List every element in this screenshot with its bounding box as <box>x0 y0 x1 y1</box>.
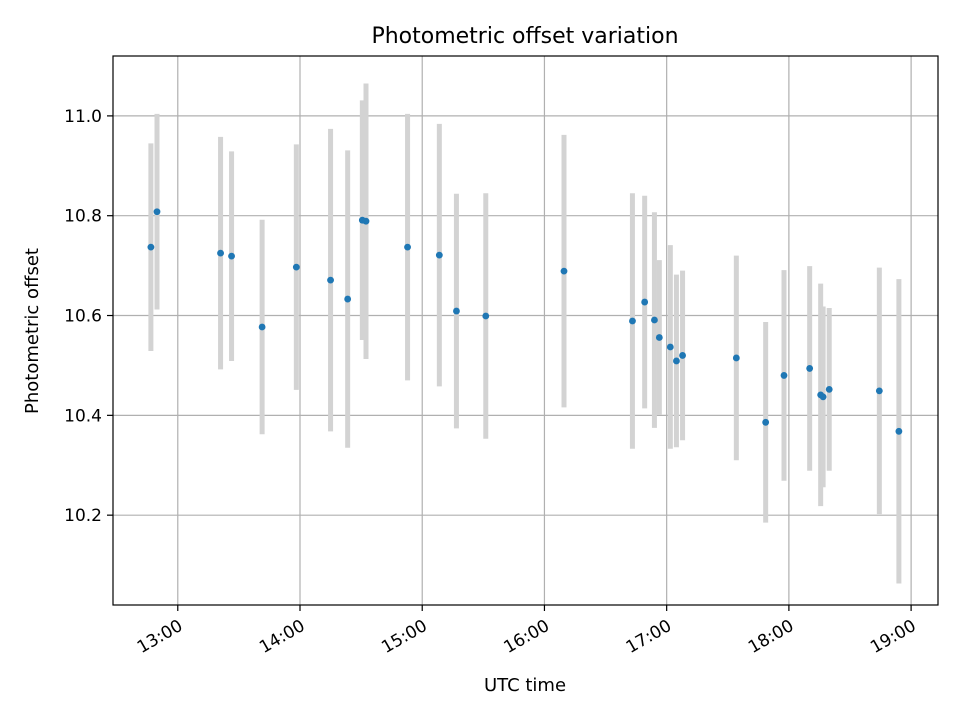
x-tick-label: 15:00 <box>378 616 430 658</box>
data-point <box>147 243 155 251</box>
data-point <box>153 208 161 216</box>
y-tick-label: 10.6 <box>64 307 102 327</box>
point-layer <box>147 208 903 435</box>
y-tick-label: 10.8 <box>64 207 102 227</box>
data-point <box>217 249 224 257</box>
data-point <box>482 312 490 320</box>
y-tick-label: 10.4 <box>64 406 102 426</box>
y-tick-label: 11.0 <box>64 107 102 127</box>
data-point <box>806 365 814 372</box>
data-point <box>453 307 460 315</box>
x-axis-label: UTC time <box>484 675 566 696</box>
y-tick-label: 10.2 <box>64 506 102 526</box>
tick-layer: 13:00 14:00 15:00 16:00 17:00 18:00 19:00 10.2 1… <box>64 107 919 658</box>
data-point <box>344 295 352 303</box>
data-point <box>651 316 658 324</box>
x-tick-label: 19:00 <box>867 616 919 658</box>
plot-frame <box>112 55 939 606</box>
x-tick-label: 14:00 <box>256 616 308 658</box>
data-point <box>629 317 636 325</box>
data-point <box>560 267 568 275</box>
data-point <box>435 251 443 259</box>
data-point <box>641 298 649 306</box>
data-point <box>655 334 663 341</box>
data-point <box>362 217 370 225</box>
data-point <box>732 354 740 362</box>
data-point <box>819 393 827 401</box>
data-point <box>780 372 788 379</box>
data-point <box>292 263 300 271</box>
data-point <box>875 387 883 395</box>
data-point <box>825 385 833 393</box>
chart-title: Photometric offset variation <box>371 24 678 49</box>
data-point <box>762 418 770 426</box>
y-axis-label: Photometric offset <box>22 248 43 414</box>
data-point <box>228 252 235 260</box>
x-tick-label: 16:00 <box>501 616 553 658</box>
grid-layer <box>113 56 938 605</box>
data-point <box>327 276 334 284</box>
x-tick-label: 18:00 <box>745 616 797 658</box>
data-point <box>258 323 266 331</box>
data-point <box>666 343 674 351</box>
data-point <box>404 243 411 251</box>
x-tick-label: 13:00 <box>134 616 186 658</box>
data-point <box>679 352 686 359</box>
x-tick-label: 17:00 <box>623 616 675 658</box>
data-point <box>895 427 903 435</box>
data-point <box>673 357 680 365</box>
errorbar-layer <box>148 83 902 584</box>
